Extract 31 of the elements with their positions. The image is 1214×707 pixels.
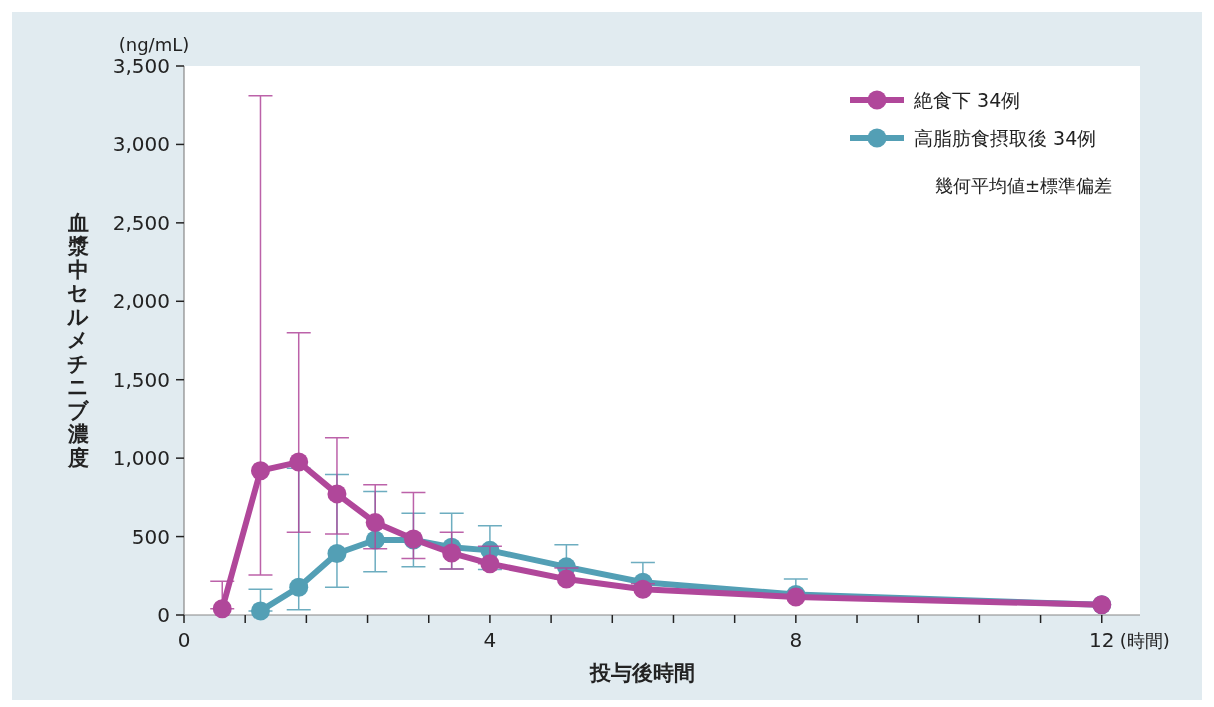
y-tick-label: 3,000: [112, 132, 170, 157]
y-tick-label: 1,000: [112, 446, 170, 471]
y-tick-label: 1,500: [112, 367, 170, 392]
point: [633, 579, 653, 599]
point: [250, 461, 270, 481]
x-axis-title: 投与後時間: [588, 661, 695, 685]
y-tick-label: 0: [157, 603, 170, 627]
legend-label: 高脂肪食摂取後 34例: [914, 127, 1097, 149]
text: (時間): [1119, 630, 1170, 651]
y-tick-label: 2,500: [112, 210, 170, 235]
point: [327, 484, 347, 504]
point: [212, 599, 232, 619]
x-tick-label: 4: [483, 628, 497, 652]
y-tick-label: 2,000: [112, 289, 170, 314]
point: [365, 513, 385, 533]
y-tick-label: 500: [131, 524, 170, 549]
annotation: 幾何平均値±標準偏差: [934, 175, 1112, 196]
point: [250, 601, 270, 621]
point: [480, 554, 500, 574]
x-tick-label: 8: [789, 628, 803, 652]
point: [327, 544, 347, 564]
x-tick-label: 0: [177, 628, 191, 652]
point: [556, 569, 576, 589]
point: [289, 577, 309, 597]
point: [289, 452, 309, 472]
y-tick-label: 3,500: [112, 54, 170, 78]
legend-label: 絶食下 34例: [913, 89, 1021, 111]
x-tick-label: 12: [1089, 628, 1115, 652]
text: (ng/mL): [118, 34, 190, 55]
text: 血漿中セルメチニブ濃度: [67, 210, 89, 470]
point: [442, 543, 462, 563]
